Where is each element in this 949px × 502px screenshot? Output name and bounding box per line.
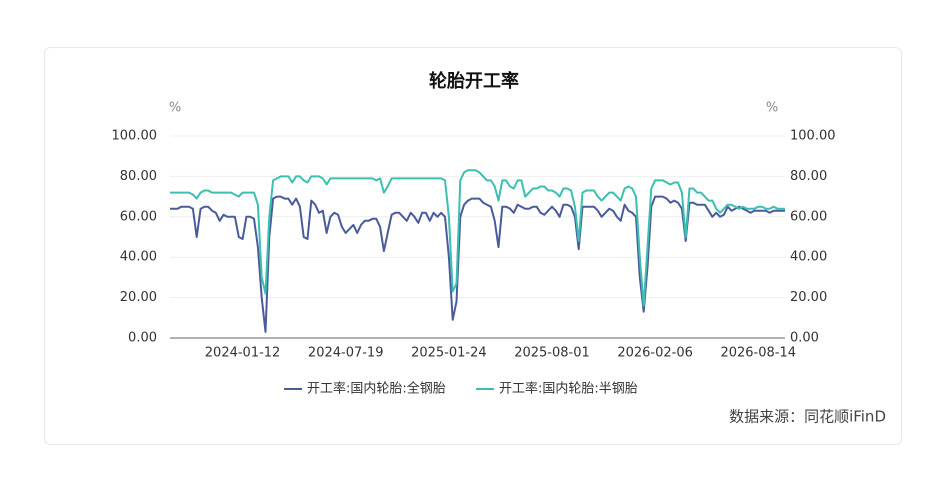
y2-unit: % xyxy=(766,101,778,116)
x-tick-label: 2026-08-14 xyxy=(720,346,796,361)
y2-tick-label: 20.00 xyxy=(790,290,827,305)
legend-label: 开工率:国内轮胎:半钢胎 xyxy=(499,381,638,397)
y-tick-label: 80.00 xyxy=(120,169,157,184)
y2-tick-label: 60.00 xyxy=(790,209,827,224)
series-line xyxy=(170,195,785,333)
y2-tick-label: 80.00 xyxy=(790,169,827,184)
y-tick-label: 60.00 xyxy=(120,209,157,224)
y2-tick-label: 0.00 xyxy=(790,331,819,346)
y-tick-label: 0.00 xyxy=(128,331,157,346)
y2-tick-label: 40.00 xyxy=(790,250,827,265)
y-tick-label: 20.00 xyxy=(120,290,157,305)
x-tick-label: 2026-02-06 xyxy=(617,346,693,361)
x-tick-label: 2025-08-01 xyxy=(514,346,590,361)
chart-title: 轮胎开工率 xyxy=(429,70,519,92)
series-line xyxy=(170,169,785,307)
card xyxy=(44,47,902,445)
x-tick-label: 2024-07-19 xyxy=(308,346,384,361)
legend-label: 开工率:国内轮胎:全钢胎 xyxy=(307,381,446,397)
source-note: 数据来源：同花顺iFinD xyxy=(729,408,886,426)
y-tick-label: 100.00 xyxy=(112,129,158,144)
y-tick-label: 40.00 xyxy=(120,250,157,265)
x-tick-label: 2024-01-12 xyxy=(205,346,281,361)
x-tick-label: 2025-01-24 xyxy=(411,346,487,361)
y-unit: % xyxy=(169,101,181,116)
y2-tick-label: 100.00 xyxy=(790,129,836,144)
